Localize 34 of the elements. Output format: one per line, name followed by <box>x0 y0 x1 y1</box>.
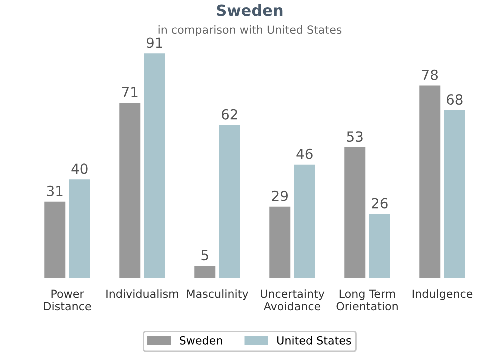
x-tick-label: Indulgence <box>412 290 473 300</box>
bar <box>44 202 66 278</box>
bar <box>270 206 291 278</box>
x-tick-label: Power Distance <box>44 290 92 311</box>
data-label: 78 <box>422 70 438 80</box>
legend-label: Sweden <box>180 336 222 345</box>
data-label: 31 <box>47 186 63 196</box>
data-label: 62 <box>222 109 238 120</box>
chart-title: Sweden <box>217 4 283 16</box>
bar <box>219 125 240 278</box>
bar <box>369 214 390 278</box>
data-label: 29 <box>272 190 288 202</box>
data-label: 91 <box>146 38 162 48</box>
x-tick-label: Masculinity <box>187 290 248 300</box>
data-label: 46 <box>296 148 313 160</box>
data-label: 5 <box>202 250 208 261</box>
data-label: 26 <box>372 198 388 209</box>
bar <box>444 110 466 278</box>
legend-label: United States <box>278 336 352 345</box>
bar <box>144 54 166 278</box>
data-label: 68 <box>447 94 463 106</box>
bar <box>294 164 316 278</box>
bar <box>344 148 366 278</box>
data-label: 53 <box>347 132 363 142</box>
bar <box>120 103 141 278</box>
chart-subtitle: in comparison with United States <box>158 25 342 36</box>
bar <box>194 266 216 278</box>
data-label: 40 <box>72 164 88 174</box>
bar <box>420 86 441 278</box>
x-tick-label: Individualism <box>106 290 178 298</box>
bar <box>69 180 90 278</box>
data-label: 71 <box>122 87 138 98</box>
x-tick-label: Long Term Orientation <box>336 290 398 311</box>
x-tick-label: Uncertainty Avoidance <box>261 290 325 311</box>
